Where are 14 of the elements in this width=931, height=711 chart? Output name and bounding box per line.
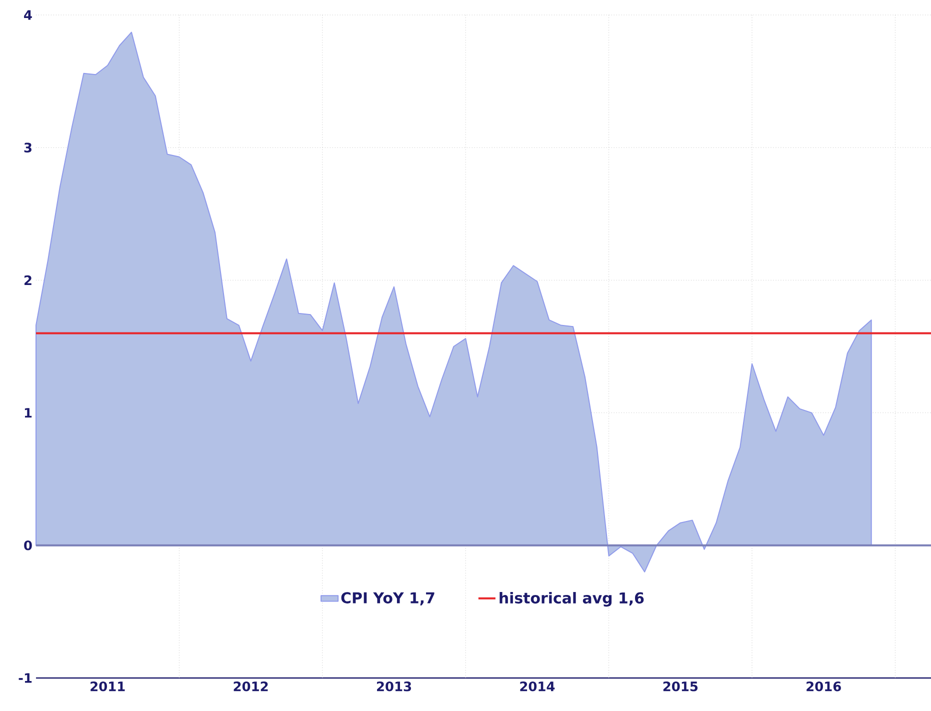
x-tick-label: 2011 bbox=[90, 682, 125, 692]
legend-label: CPI YoY 1,7 bbox=[341, 592, 434, 606]
y-tick-label: 3 bbox=[24, 142, 32, 152]
y-tick-label: -1 bbox=[18, 673, 32, 683]
x-tick-label: 2013 bbox=[377, 682, 412, 692]
y-tick-label: 2 bbox=[24, 275, 32, 285]
x-tick-label: 2014 bbox=[520, 682, 555, 692]
y-tick-label: 1 bbox=[24, 408, 32, 418]
y-tick-label: 0 bbox=[24, 540, 32, 550]
x-tick-label: 2012 bbox=[234, 682, 268, 692]
y-tick-label: 4 bbox=[24, 10, 32, 20]
x-tick-label: 2016 bbox=[806, 682, 841, 692]
x-tick-label: 2015 bbox=[663, 682, 698, 692]
legend-label: historical avg 1,6 bbox=[500, 592, 644, 607]
